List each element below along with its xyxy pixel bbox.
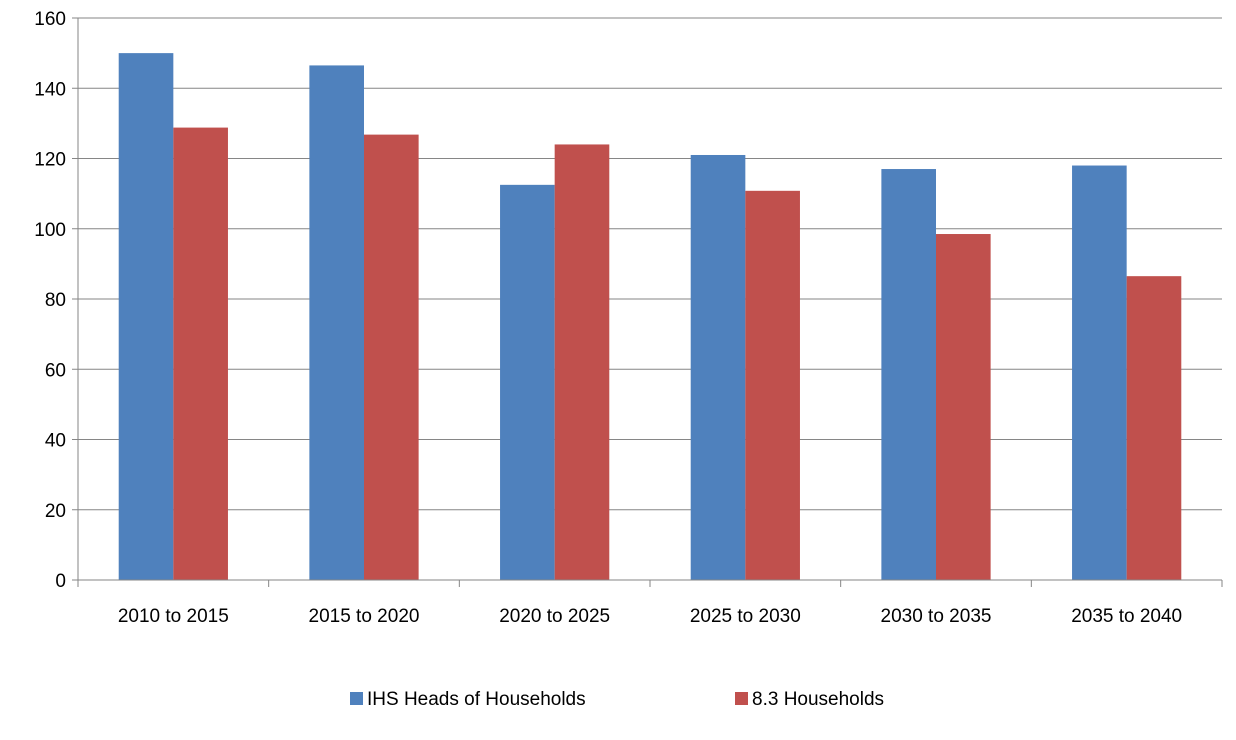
- y-tick-label: 0: [55, 571, 66, 592]
- y-tick-label: 20: [45, 501, 66, 522]
- y-tick-label: 100: [34, 220, 66, 241]
- x-tick-label: 2030 to 2035: [881, 606, 992, 627]
- bar-8-3-households: [745, 190, 800, 580]
- y-tick-label: 160: [34, 9, 66, 30]
- x-tick-label: 2010 to 2015: [118, 606, 229, 627]
- bar-ihs-heads-of-households: [309, 65, 364, 580]
- legend-swatch: [350, 692, 363, 705]
- bar-ihs-heads-of-households: [881, 169, 936, 580]
- y-axis-tick-labels: 0 20 40 60 80 100 120 140 160: [34, 9, 66, 592]
- x-tick-label: 2020 to 2025: [499, 606, 610, 627]
- gridlines: [78, 17, 1222, 511]
- axes: [72, 17, 1223, 587]
- bar-ihs-heads-of-households: [500, 184, 555, 580]
- x-tick-label: 2015 to 2020: [309, 606, 420, 627]
- bar-8-3-households: [554, 144, 610, 580]
- bar-ihs-heads-of-households: [690, 154, 746, 581]
- legend-swatch: [735, 692, 748, 705]
- bar-8-3-households: [364, 134, 419, 581]
- x-tick-label: 2025 to 2030: [690, 606, 801, 627]
- legend-label: IHS Heads of Households: [367, 689, 586, 710]
- y-tick-label: 40: [45, 431, 66, 452]
- y-tick-label: 120: [34, 150, 66, 171]
- legend: IHS Heads of Households 8.3 Households: [350, 689, 884, 710]
- bar-8-3-households: [173, 127, 228, 580]
- legend-label: 8.3 Households: [752, 689, 884, 710]
- x-axis-tick-labels: 2010 to 2015 2015 to 2020 2020 to 2025 2025…: [118, 606, 1182, 627]
- bar-ihs-heads-of-households: [1072, 165, 1127, 580]
- x-tick-label: 2035 to 2040: [1071, 606, 1182, 627]
- y-tick-label: 80: [45, 290, 66, 311]
- bars: [118, 53, 1182, 581]
- y-tick-label: 140: [34, 79, 66, 100]
- bar-8-3-households: [1126, 276, 1182, 580]
- bar-ihs-heads-of-households: [118, 53, 174, 580]
- y-tick-label: 60: [45, 360, 66, 381]
- bar-8-3-households: [936, 234, 991, 581]
